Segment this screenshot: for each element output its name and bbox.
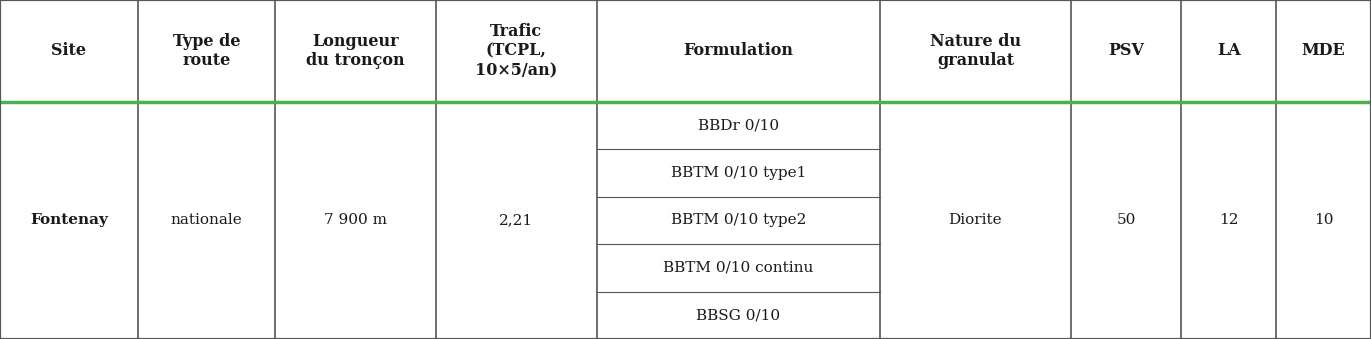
Text: 12: 12 <box>1219 213 1238 227</box>
Text: Longueur
du tronçon: Longueur du tronçon <box>307 33 404 69</box>
Text: nationale: nationale <box>171 213 243 227</box>
Text: Formulation: Formulation <box>683 42 794 59</box>
Text: Trafic
(TCPL,
10×5/an): Trafic (TCPL, 10×5/an) <box>476 23 558 79</box>
Text: MDE: MDE <box>1301 42 1345 59</box>
Text: 7 900 m: 7 900 m <box>325 213 387 227</box>
Text: Nature du
granulat: Nature du granulat <box>930 33 1021 69</box>
Text: LA: LA <box>1217 42 1241 59</box>
Text: BBSG 0/10: BBSG 0/10 <box>696 308 780 322</box>
Text: 10: 10 <box>1313 213 1334 227</box>
Text: 2,21: 2,21 <box>499 213 533 227</box>
Text: Fontenay: Fontenay <box>30 213 108 227</box>
Text: BBDr 0/10: BBDr 0/10 <box>698 118 779 133</box>
Text: BBTM 0/10 type1: BBTM 0/10 type1 <box>670 166 806 180</box>
Text: Site: Site <box>51 42 86 59</box>
Text: BBTM 0/10 type2: BBTM 0/10 type2 <box>670 213 806 227</box>
Text: BBTM 0/10 continu: BBTM 0/10 continu <box>664 261 813 275</box>
Text: PSV: PSV <box>1108 42 1145 59</box>
Text: Type de
route: Type de route <box>173 33 240 69</box>
Text: Diorite: Diorite <box>949 213 1002 227</box>
Text: 50: 50 <box>1116 213 1135 227</box>
